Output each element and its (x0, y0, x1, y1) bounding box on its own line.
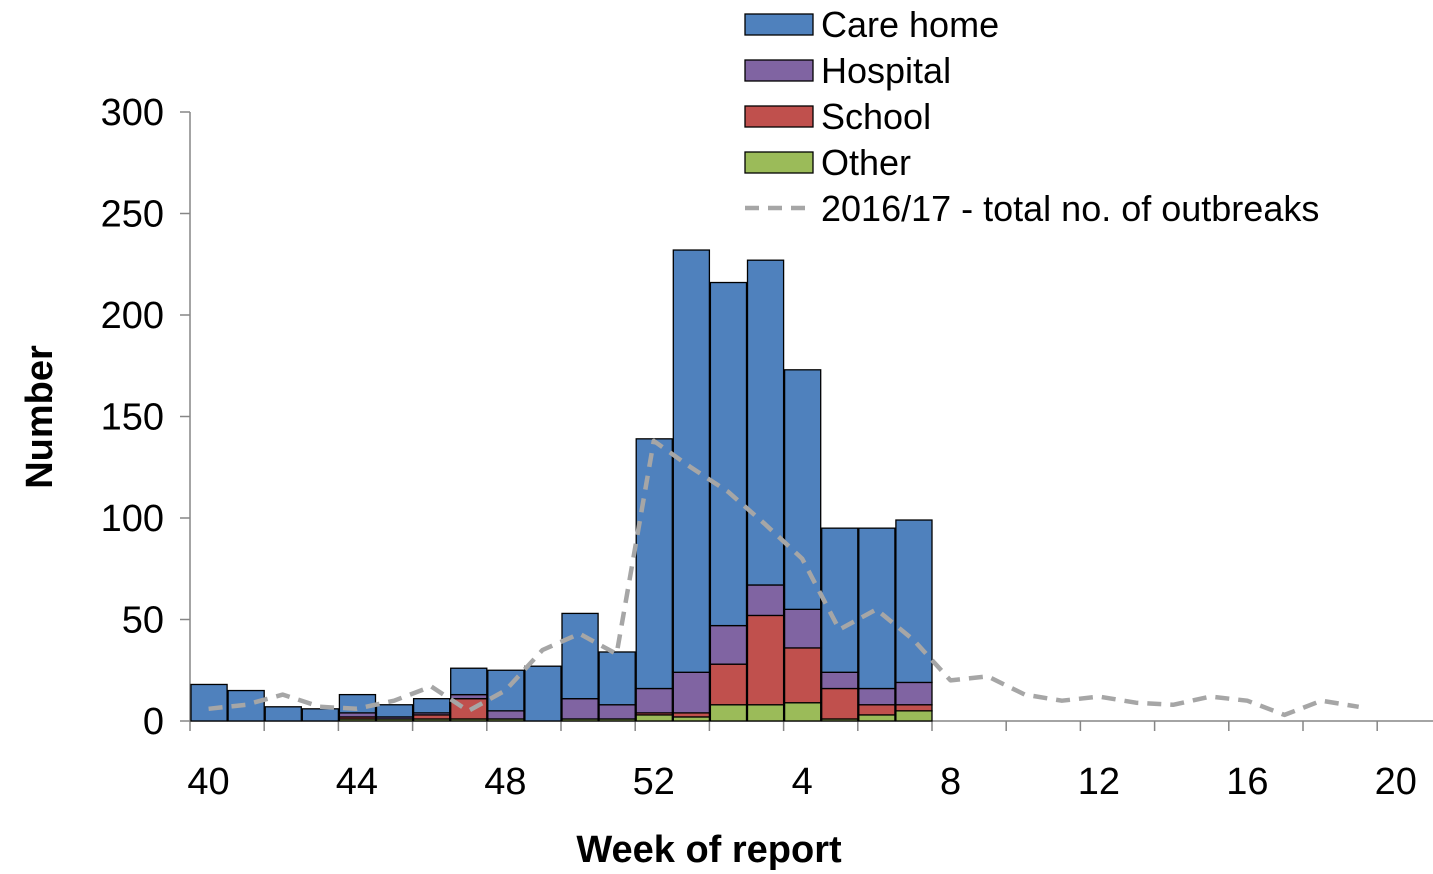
bar-care-home (375, 704, 414, 718)
y-tick-label: 50 (122, 600, 164, 642)
legend-label: 2016/17 - total no. of outbreaks (821, 188, 1319, 229)
x-tick-label: 48 (484, 761, 526, 803)
x-tick-label: 12 (1078, 761, 1120, 803)
x-tick-label: 4 (792, 761, 813, 803)
bar-hospital (783, 608, 822, 649)
bar-hospital (561, 698, 599, 720)
bar-care-home (709, 281, 748, 627)
bar-school (709, 663, 748, 706)
legend: Care home Hospital School Other 2016/17 - to… (744, 4, 1319, 229)
bar-care-home (190, 683, 228, 722)
bar-hospital (821, 671, 859, 690)
x-tick-labels: 40 44 48 52 4 8 12 16 20 (187, 761, 1416, 803)
bar-other (895, 710, 933, 722)
y-tick-label: 0 (143, 701, 164, 743)
bar-care-home (858, 527, 896, 690)
line-2016-17-total (208, 438, 1360, 718)
y-tick-label: 100 (101, 498, 164, 540)
legend-swatch-other (744, 151, 814, 174)
bar-other (709, 704, 748, 722)
bar-other (635, 714, 673, 722)
bar-care-home (450, 667, 488, 696)
y-tick-label: 300 (101, 92, 164, 134)
legend-swatch-school (744, 105, 814, 128)
bar-care-home (524, 665, 562, 722)
bar-hospital (895, 681, 933, 706)
x-tick-label: 8 (940, 761, 961, 803)
x-axis-title: Week of report (576, 829, 842, 871)
bar-other (858, 714, 896, 722)
y-tick-labels: 0 50 100 150 200 250 300 (101, 92, 164, 743)
bar-hospital (487, 710, 525, 720)
bar-care-home (746, 259, 785, 586)
bar-care-home (895, 519, 933, 684)
bar-care-home (561, 612, 599, 700)
legend-label: School (821, 96, 931, 137)
bar-care-home (783, 369, 822, 610)
bar-hospital (598, 704, 636, 720)
bar-hospital (858, 687, 896, 706)
line-series (208, 438, 1360, 718)
legend-label: Care home (821, 4, 999, 45)
bar-hospital (746, 584, 785, 617)
bar-care-home (301, 708, 340, 722)
x-tick-label: 40 (187, 761, 229, 803)
legend-swatch-hospital (744, 59, 814, 82)
y-tick-label: 250 (101, 194, 164, 236)
x-tick-label: 16 (1226, 761, 1268, 803)
bar-school (895, 704, 933, 712)
bar-school (746, 614, 785, 706)
legend-swatch-care-home (744, 13, 814, 36)
bar-other (746, 704, 785, 722)
bar-hospital (635, 687, 673, 714)
x-tick-label: 52 (633, 761, 675, 803)
bars (190, 249, 933, 722)
bar-care-home (264, 706, 302, 722)
bar-care-home (821, 527, 859, 673)
bar-care-home (635, 438, 673, 690)
y-tick-label: 150 (101, 397, 164, 439)
bar-school (821, 687, 859, 720)
bar-care-home (412, 698, 451, 714)
bar-other (783, 702, 822, 722)
y-axis-title: Number (19, 345, 61, 489)
y-tick-label: 200 (101, 295, 164, 337)
bar-care-home (598, 651, 636, 706)
legend-label: Other (821, 142, 911, 183)
x-tick-label: 44 (336, 761, 378, 803)
bar-school (783, 647, 822, 704)
bar-hospital (672, 671, 711, 714)
legend-label: Hospital (821, 50, 951, 91)
bar-hospital (709, 624, 748, 665)
x-tick-label: 20 (1375, 761, 1417, 803)
bar-school (858, 704, 896, 716)
